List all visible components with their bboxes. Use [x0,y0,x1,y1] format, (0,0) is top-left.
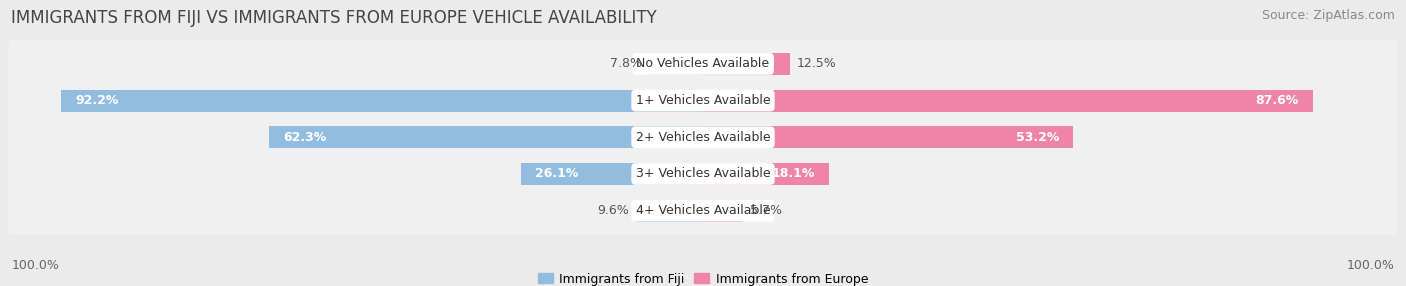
Bar [703,163,830,185]
Text: 4+ Vehicles Available: 4+ Vehicles Available [636,204,770,217]
Text: 5.7%: 5.7% [749,204,782,217]
Bar [703,53,790,75]
Text: 53.2%: 53.2% [1017,131,1059,144]
Text: 3+ Vehicles Available: 3+ Vehicles Available [636,168,770,180]
Legend: Immigrants from Fiji, Immigrants from Europe: Immigrants from Fiji, Immigrants from Eu… [533,267,873,286]
Text: IMMIGRANTS FROM FIJI VS IMMIGRANTS FROM EUROPE VEHICLE AVAILABILITY: IMMIGRANTS FROM FIJI VS IMMIGRANTS FROM … [11,9,657,27]
Bar [703,90,1313,112]
FancyBboxPatch shape [8,184,1398,238]
FancyBboxPatch shape [8,110,1398,164]
Bar [703,126,1073,148]
Text: 100.0%: 100.0% [1347,259,1395,273]
Text: 92.2%: 92.2% [76,94,118,107]
Bar [522,163,703,185]
Text: No Vehicles Available: No Vehicles Available [637,57,769,70]
Bar [703,200,742,222]
FancyBboxPatch shape [8,74,1398,128]
Text: 9.6%: 9.6% [598,204,630,217]
Text: 26.1%: 26.1% [536,168,579,180]
Bar [648,53,703,75]
Text: 12.5%: 12.5% [797,57,837,70]
Text: 87.6%: 87.6% [1256,94,1299,107]
Bar [270,126,703,148]
Text: 18.1%: 18.1% [772,168,815,180]
Bar [62,90,703,112]
Text: 100.0%: 100.0% [11,259,59,273]
Bar [636,200,703,222]
Text: Source: ZipAtlas.com: Source: ZipAtlas.com [1261,9,1395,21]
Text: 2+ Vehicles Available: 2+ Vehicles Available [636,131,770,144]
Text: 62.3%: 62.3% [284,131,326,144]
FancyBboxPatch shape [8,37,1398,91]
Text: 7.8%: 7.8% [610,57,641,70]
FancyBboxPatch shape [8,147,1398,201]
Text: 1+ Vehicles Available: 1+ Vehicles Available [636,94,770,107]
